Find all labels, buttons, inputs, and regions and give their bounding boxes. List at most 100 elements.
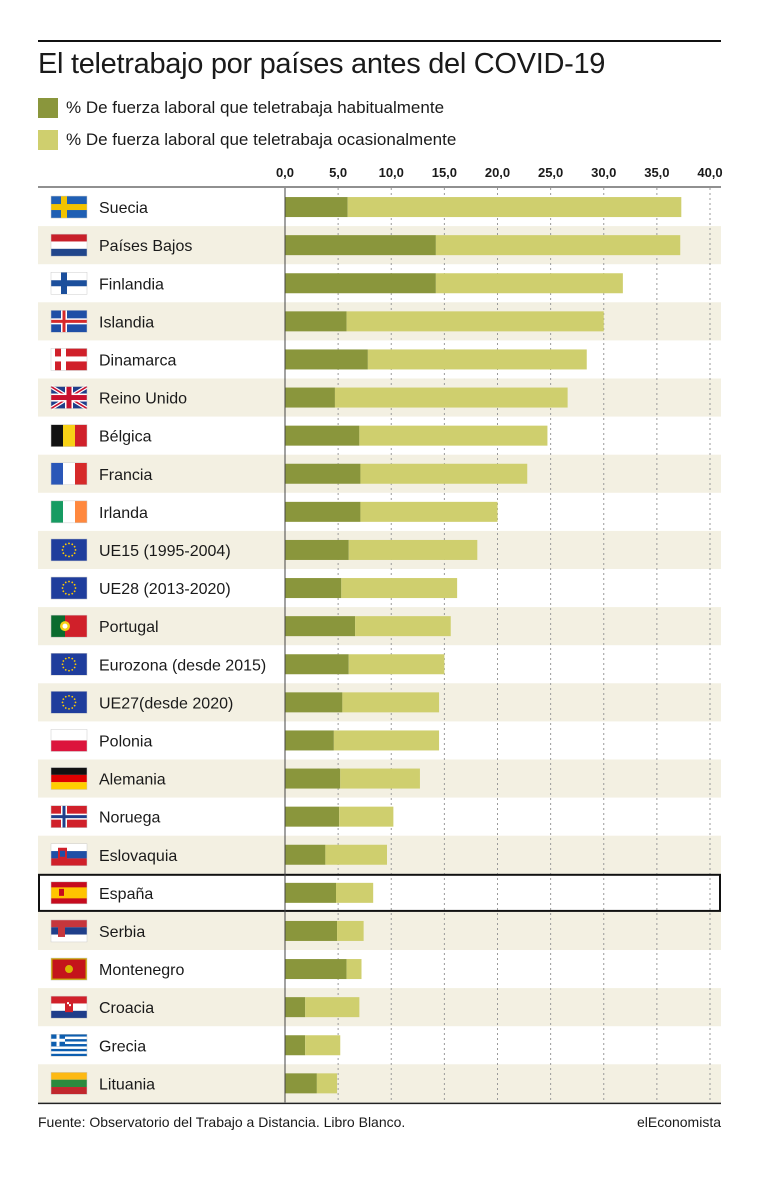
bar-habitual [285,273,436,294]
category-label: Eurozona (desde 2015) [99,657,266,674]
poland-flag-icon [50,729,88,752]
category-label: Portugal [99,619,159,636]
bar-habitual [285,882,336,903]
bar-occasional [342,692,440,713]
eu-flag-icon [50,576,88,600]
bar-occasional [340,768,420,789]
category-label: UE15 (1995-2004) [99,543,231,560]
iceland-flag-icon [50,310,88,333]
row-stripe [38,988,721,1027]
bar-occasional [333,730,440,751]
x-tick-label: 25,0 [538,165,563,180]
x-tick-label: 0,0 [276,165,294,180]
bar-habitual [285,197,348,218]
legend-label-occasional: % De fuerza laboral que teletrabaja ocas… [66,130,457,149]
bar-occasional [435,273,623,294]
brand-label: elEconomista [636,1114,721,1130]
category-label: Montenegro [99,962,184,979]
bar-habitual [285,616,356,637]
greece-flag-icon [50,1034,88,1057]
legend-item-occasional: % De fuerza laboral que teletrabaja ocas… [38,128,456,152]
lithuania-flag-icon [50,1072,88,1095]
sweden-flag-icon [50,195,88,219]
eu-flag-icon [50,691,88,714]
portugal-flag-icon [50,614,88,638]
x-tick-label: 30,0 [591,165,616,180]
bar-habitual [285,539,349,560]
bar-habitual [285,311,347,332]
spain-flag-icon [50,881,88,905]
montenegro-flag-icon [50,957,88,981]
bar-habitual [285,387,335,408]
netherlands-flag-icon [50,233,88,257]
bar-habitual [285,1073,317,1094]
bar-occasional [341,578,458,599]
category-label: Finlandia [99,276,164,293]
bar-occasional [325,844,387,865]
x-tick-label: 5,0 [329,165,347,180]
slovakia-flag-icon [50,843,88,866]
x-tick-label: 40,0 [697,165,722,180]
bar-occasional [346,311,604,332]
bar-habitual [285,997,306,1018]
bar-occasional [355,616,451,637]
bar-habitual [285,844,326,865]
legend-item-habitual: % De fuerza laboral que teletrabaja habi… [38,96,444,120]
bar-occasional [337,920,364,941]
category-label: Dinamarca [99,352,176,369]
category-label: Bélgica [99,429,152,446]
bar-occasional [336,882,374,903]
category-label: Serbia [99,924,145,941]
bar-habitual [285,806,340,827]
bar-habitual [285,654,349,675]
x-tick-label: 10,0 [379,165,404,180]
denmark-flag-icon [50,348,88,371]
bar-occasional [305,997,360,1018]
ireland-flag-icon [50,500,88,524]
bar-occasional [348,539,478,560]
x-tick-label: 15,0 [432,165,457,180]
finland-flag-icon [50,272,88,295]
category-label: UE27(desde 2020) [99,695,233,712]
category-label: Polonia [99,733,152,750]
category-label: Noruega [99,810,160,827]
bar-habitual [285,349,368,370]
bar-occasional [359,425,548,446]
category-label: España [99,886,153,903]
bar-habitual [285,920,338,941]
row-stripe [38,911,721,950]
category-label: Países Bajos [99,238,192,255]
category-label: Grecia [99,1038,146,1055]
bar-occasional [316,1073,338,1094]
x-tick-label: 20,0 [485,165,510,180]
category-label: Eslovaquia [99,848,177,865]
france-flag-icon [50,462,88,485]
bar-habitual [285,235,436,256]
legend-swatch-occasional [38,130,58,150]
bar-habitual [285,463,361,484]
serbia-flag-icon [50,919,88,943]
bar-occasional [360,501,498,522]
bar-occasional [348,654,445,675]
category-label: Lituania [99,1076,155,1093]
bar-habitual [285,501,361,522]
eu-flag-icon [50,538,88,562]
bar-habitual [285,730,334,751]
bar-occasional [360,463,528,484]
category-label: UE28 (2013-2020) [99,581,231,598]
category-label: Francia [99,467,152,484]
croatia-flag-icon [50,995,88,1019]
bar-occasional [339,806,394,827]
germany-flag-icon [50,767,88,790]
bar-habitual [285,959,347,980]
bar-habitual [285,1035,306,1056]
category-label: Suecia [99,200,148,217]
bar-habitual [285,768,341,789]
x-tick-label: 35,0 [644,165,669,180]
legend-swatch-habitual [38,98,58,118]
bar-occasional [347,197,682,218]
eu-flag-icon [50,653,88,676]
category-label: Islandia [99,314,154,331]
category-label: Croacia [99,1000,154,1017]
